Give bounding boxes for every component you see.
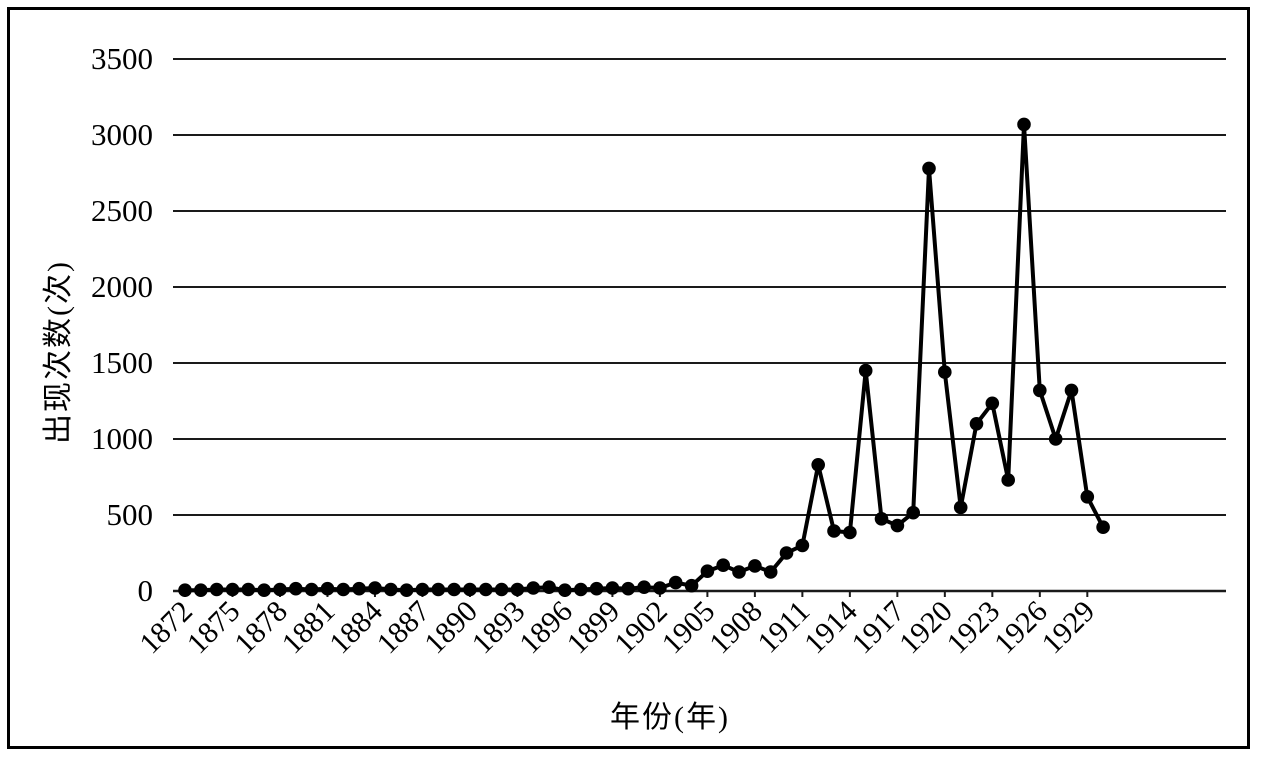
data-point-marker	[811, 458, 825, 472]
data-point-marker	[257, 583, 271, 597]
data-point-marker	[858, 363, 873, 378]
data-point-marker	[289, 581, 303, 596]
data-point-marker	[1080, 490, 1095, 504]
y-tick-label: 3500	[91, 41, 153, 76]
data-point-marker	[225, 582, 240, 597]
data-point-marker	[1096, 520, 1110, 534]
data-point-marker	[985, 396, 1000, 411]
data-point-marker	[668, 575, 683, 590]
data-point-marker	[336, 582, 351, 597]
y-tick-label: 2500	[91, 193, 153, 228]
data-point-marker	[574, 582, 588, 597]
data-point-marker	[526, 581, 541, 595]
data-point-marker	[605, 581, 620, 595]
data-point-marker	[827, 524, 841, 538]
data-point-marker	[352, 581, 366, 596]
data-point-marker	[194, 583, 208, 597]
data-point-marker	[1064, 383, 1079, 398]
data-point-marker	[953, 500, 968, 515]
y-tick-label: 1000	[91, 421, 153, 456]
y-tick-label: 0	[138, 573, 154, 608]
data-point-marker	[874, 512, 889, 526]
data-point-marker	[637, 580, 651, 594]
y-tick-label: 500	[107, 497, 154, 532]
data-point-marker	[209, 582, 224, 597]
data-point-marker	[1033, 383, 1047, 398]
data-point-marker	[273, 582, 287, 597]
data-point-marker	[843, 525, 857, 540]
data-point-marker	[241, 582, 256, 597]
x-axis-title: 年份(年)	[610, 701, 730, 734]
data-point-marker	[494, 582, 509, 597]
data-point-marker	[431, 582, 446, 597]
data-point-marker	[795, 538, 810, 553]
data-point-marker	[1048, 432, 1063, 446]
data-point-marker	[906, 505, 920, 520]
data-point-marker	[1001, 473, 1015, 487]
x-tick-label: 1911	[751, 595, 816, 660]
figure-border	[7, 7, 1250, 749]
data-point-marker	[415, 582, 430, 597]
series-line	[183, 122, 1106, 593]
y-tick-label: 3000	[91, 117, 153, 152]
data-point-marker	[700, 564, 715, 578]
data-point-marker	[542, 580, 556, 594]
data-point-marker	[732, 565, 746, 579]
data-point-marker	[589, 581, 604, 596]
y-axis-title: 出现次数(次)	[42, 260, 75, 444]
data-point-marker	[479, 582, 493, 597]
data-point-marker	[178, 583, 192, 597]
data-point-marker	[558, 583, 572, 597]
data-point-marker	[621, 581, 635, 596]
data-point-marker	[510, 582, 525, 597]
data-point-marker	[890, 518, 905, 533]
data-point-marker	[716, 558, 730, 572]
data-point-marker	[763, 565, 778, 579]
y-tick-label: 2000	[91, 269, 153, 304]
data-point-marker	[653, 581, 667, 595]
data-point-marker	[368, 581, 382, 595]
data-point-marker	[748, 559, 762, 573]
data-point-marker	[304, 582, 319, 597]
data-point-marker	[779, 546, 794, 560]
y-tick-label: 1500	[91, 345, 153, 380]
data-point-marker	[463, 582, 477, 597]
data-point-marker	[399, 583, 414, 597]
data-point-marker	[922, 161, 936, 176]
data-point-marker	[1017, 117, 1031, 132]
data-point-marker	[320, 581, 335, 596]
data-point-marker	[938, 365, 952, 379]
data-point-marker	[684, 578, 699, 593]
x-tick-label: 1929	[1035, 595, 1101, 661]
data-point-marker	[447, 582, 461, 597]
data-point-marker	[384, 582, 398, 597]
data-point-marker	[969, 417, 984, 431]
